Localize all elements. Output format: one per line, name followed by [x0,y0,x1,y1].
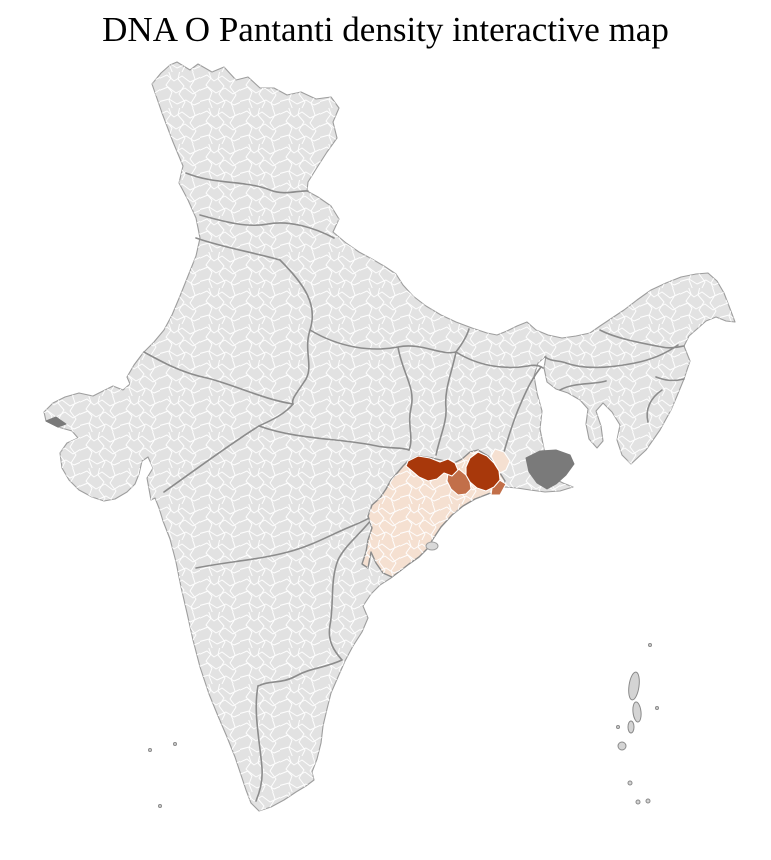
coastal-lake [425,541,439,551]
andaman-nicobar-islands [616,643,659,805]
state-borders [143,172,685,802]
lakshadweep-islands [148,742,177,808]
district-high-northwest[interactable] [405,455,459,482]
page-title: DNA O Pantanti density interactive map [102,10,669,49]
district-high-northeast[interactable] [465,451,501,492]
delta-region [45,416,575,490]
district-low-east[interactable] [490,448,511,474]
